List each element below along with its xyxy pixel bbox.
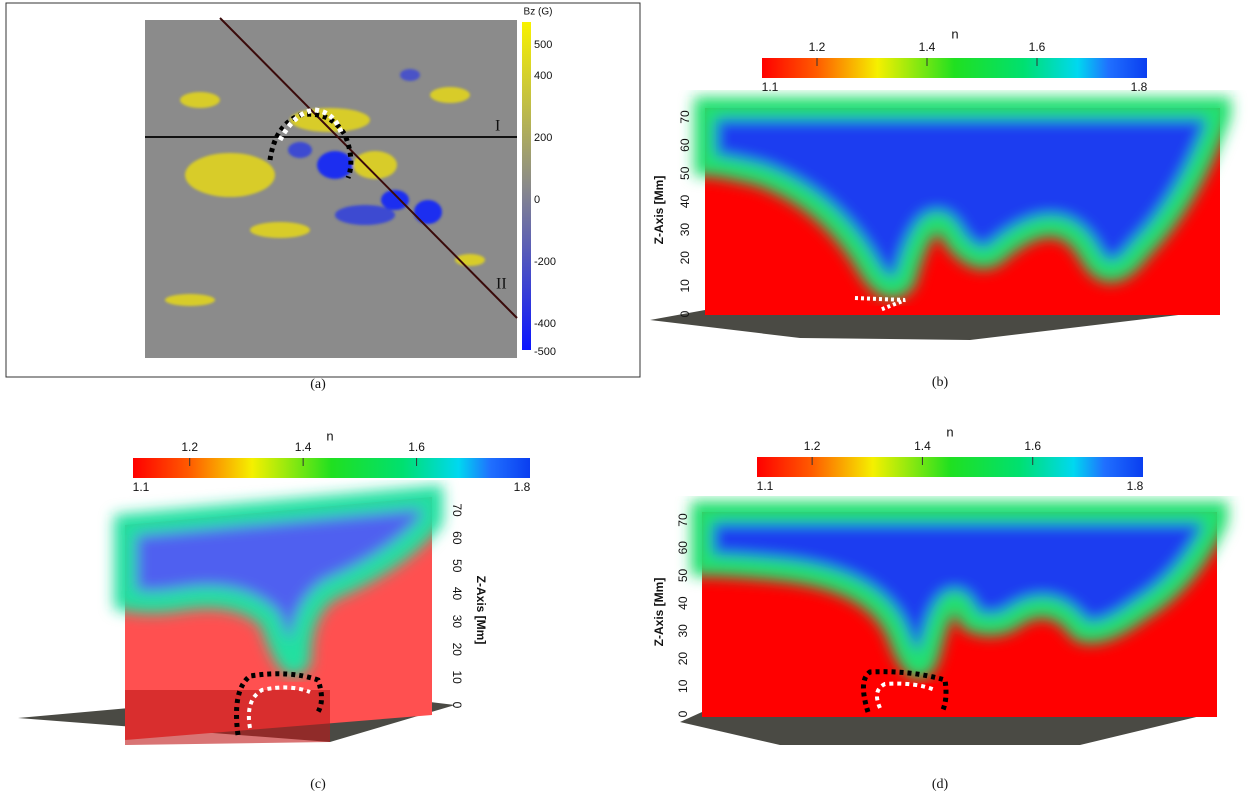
axis-tick-label: 70 [676, 513, 690, 527]
axis-tick-label: 40 [450, 587, 464, 601]
panel-label: (b) [932, 375, 949, 390]
magnetogram-features [165, 69, 485, 306]
axis-tick-label: 30 [678, 223, 692, 237]
line-label: II [496, 276, 507, 293]
colorbar-tick-label: 1.4 [914, 439, 931, 453]
colorbar-title: Bz (G) [524, 7, 553, 18]
colorbar-tick-label: 1.4 [919, 40, 936, 54]
axis-tick-label: 20 [678, 251, 692, 265]
colorbar-tick-label: 1.1 [762, 80, 779, 94]
colorbar-tick-label: 0 [534, 194, 540, 206]
colorbar-tick-label: 1.2 [804, 439, 821, 453]
colorbar-tick-label: -200 [534, 256, 556, 268]
axis-tick-label: 50 [676, 568, 690, 582]
colorbar-tick-label: 500 [534, 39, 552, 51]
axis-tick-label: 40 [676, 596, 690, 610]
dots-black [267, 111, 354, 179]
panel-label: (c) [310, 777, 326, 792]
axis-tick-label: 70 [678, 110, 692, 124]
axis-tick-label: 70 [450, 503, 464, 517]
axis-tick-label: 10 [450, 670, 464, 684]
line-label: I [495, 118, 500, 135]
colorbar-tick-label: 1.8 [1127, 479, 1144, 493]
panel-b-plot [650, 97, 1231, 340]
colorbar-tick-label: -400 [534, 318, 556, 330]
panel-c-plot [18, 484, 455, 745]
axis-tick-label: 0 [678, 310, 692, 317]
dots-white [277, 107, 345, 142]
axis-tick-label: 60 [450, 531, 464, 545]
colorbar-tick-label: 1.2 [809, 40, 826, 54]
axis-tick-label: 20 [450, 643, 464, 657]
axis-title: Z-Axis [Mm] [474, 576, 488, 645]
panel-label: (d) [932, 777, 949, 792]
colorbar-title: n [951, 26, 958, 41]
slice-line-ii [219, 17, 518, 319]
colorbar-title: n [946, 424, 953, 439]
axis-tick-label: 50 [450, 559, 464, 573]
axis-tick-label: 60 [676, 541, 690, 555]
axis-tick-label: 30 [676, 624, 690, 638]
axis-tick-label: 40 [678, 194, 692, 208]
colorbar-tick-label: 1.4 [295, 440, 312, 454]
axis-tick-label: 10 [676, 679, 690, 693]
axis-title: Z-Axis [Mm] [652, 176, 666, 245]
colorbar-tick-label: 1.8 [514, 480, 531, 494]
colorbar-tick-label: 1.6 [1024, 439, 1041, 453]
colorbar-tick-label: 1.1 [133, 480, 150, 494]
axis-tick-label: 30 [450, 615, 464, 629]
colorbar-tick-label: -500 [534, 346, 556, 358]
axis-tick-label: 10 [678, 279, 692, 293]
colorbar-tick-label: 200 [534, 132, 552, 144]
axis-tick-label: 50 [678, 166, 692, 180]
axis-tick-label: 60 [678, 138, 692, 152]
colorbar-title: n [326, 428, 333, 443]
colorbar-tick-label: 400 [534, 70, 552, 82]
axis-tick-label: 20 [676, 652, 690, 666]
colorbar-tick-label: 1.6 [408, 440, 425, 454]
axis-tick-label: 0 [450, 702, 464, 709]
panel-label: (a) [310, 377, 326, 392]
colorbar-tick-label: 1.6 [1029, 40, 1046, 54]
axis-tick-label: 0 [676, 710, 690, 717]
colorbar [757, 457, 1143, 477]
colorbar [762, 58, 1147, 78]
colorbar [522, 22, 531, 350]
panel-d-plot [680, 501, 1228, 745]
colorbar-tick-label: 1.1 [757, 479, 774, 493]
colorbar [133, 458, 530, 478]
colorbar-tick-label: 1.2 [181, 440, 198, 454]
axis-title: Z-Axis [Mm] [652, 578, 666, 647]
colorbar-tick-label: 1.8 [1131, 80, 1148, 94]
